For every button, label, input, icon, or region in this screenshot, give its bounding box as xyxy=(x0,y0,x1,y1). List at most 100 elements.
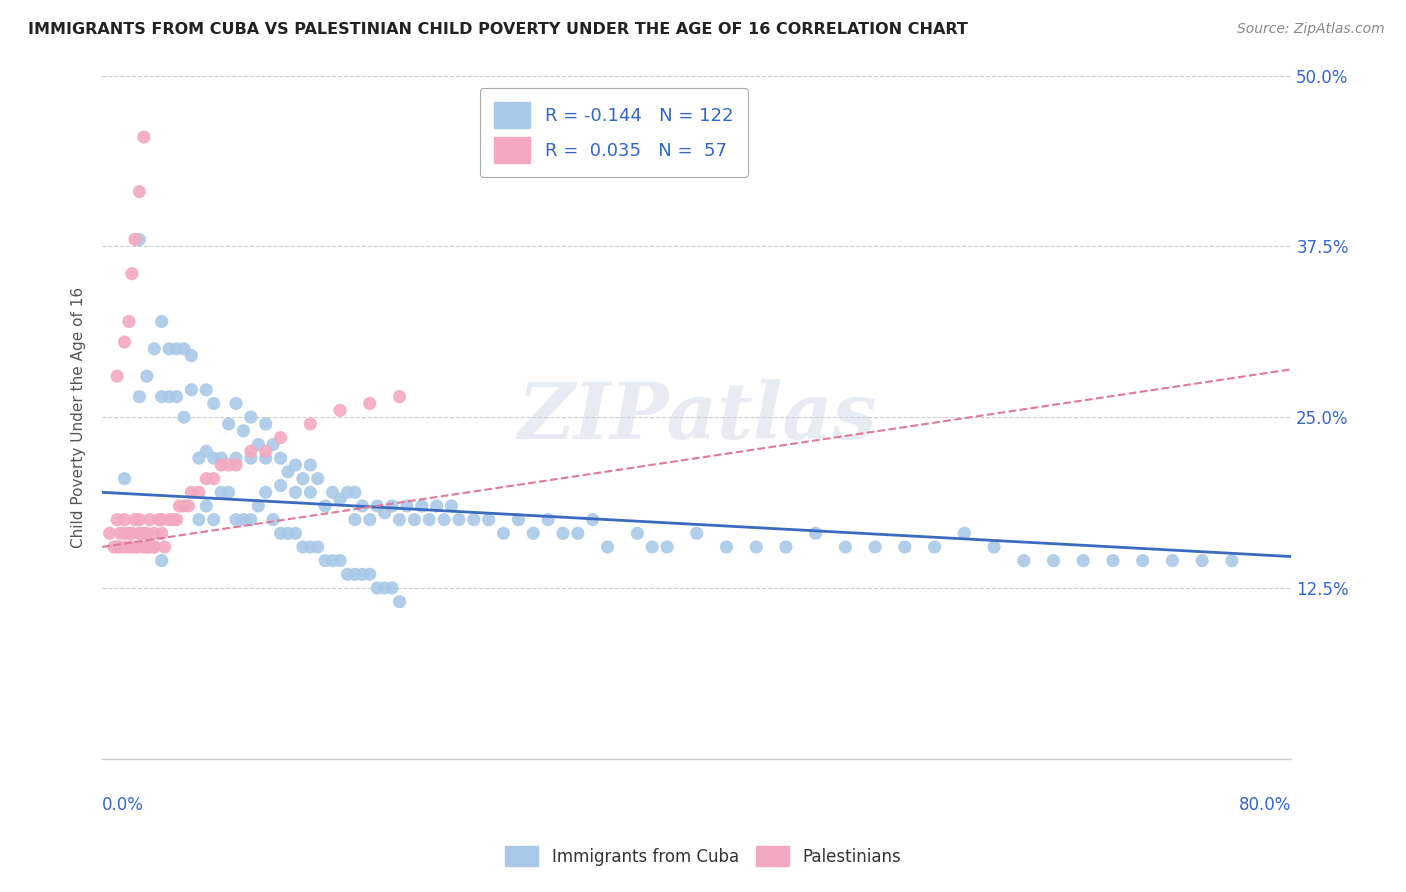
Point xyxy=(187,451,209,466)
Point xyxy=(284,485,307,500)
Point xyxy=(150,513,173,527)
Point xyxy=(270,451,292,466)
Point xyxy=(232,513,254,527)
Point xyxy=(551,526,574,541)
Point xyxy=(388,513,411,527)
Point xyxy=(143,540,166,554)
Point xyxy=(411,499,433,513)
Point xyxy=(395,499,418,513)
Point xyxy=(418,513,440,527)
Point xyxy=(132,130,155,145)
Point xyxy=(166,390,188,404)
Point xyxy=(209,451,232,466)
Point xyxy=(195,444,218,458)
Text: IMMIGRANTS FROM CUBA VS PALESTINIAN CHILD POVERTY UNDER THE AGE OF 16 CORRELATIO: IMMIGRANTS FROM CUBA VS PALESTINIAN CHIL… xyxy=(28,22,967,37)
Point xyxy=(299,485,322,500)
Point xyxy=(143,342,166,356)
Point xyxy=(121,540,143,554)
Point xyxy=(366,581,388,595)
Point xyxy=(128,526,150,541)
Point xyxy=(143,540,166,554)
Point xyxy=(834,540,856,554)
Point xyxy=(139,540,162,554)
Point xyxy=(148,513,170,527)
Point xyxy=(716,540,738,554)
Legend: Immigrants from Cuba, Palestinians: Immigrants from Cuba, Palestinians xyxy=(496,838,910,875)
Point xyxy=(291,472,314,486)
Point xyxy=(270,526,292,541)
Point xyxy=(135,540,157,554)
Point xyxy=(254,451,277,466)
Text: Source: ZipAtlas.com: Source: ZipAtlas.com xyxy=(1237,22,1385,37)
Point xyxy=(381,581,404,595)
Y-axis label: Child Poverty Under the Age of 16: Child Poverty Under the Age of 16 xyxy=(72,286,86,548)
Point xyxy=(641,540,664,554)
Text: 80.0%: 80.0% xyxy=(1239,797,1291,814)
Point xyxy=(157,513,180,527)
Point xyxy=(567,526,589,541)
Point xyxy=(322,485,344,500)
Point xyxy=(150,526,173,541)
Point xyxy=(262,513,284,527)
Text: 0.0%: 0.0% xyxy=(103,797,143,814)
Point xyxy=(98,526,121,541)
Point xyxy=(127,540,149,554)
Point xyxy=(157,390,180,404)
Point xyxy=(299,458,322,472)
Point xyxy=(202,451,225,466)
Point xyxy=(150,554,173,568)
Point xyxy=(775,540,797,554)
Point xyxy=(894,540,917,554)
Point xyxy=(180,383,202,397)
Point xyxy=(352,567,374,582)
Point xyxy=(180,485,202,500)
Point xyxy=(270,478,292,492)
Point xyxy=(1220,554,1243,568)
Point xyxy=(153,540,176,554)
Point xyxy=(225,396,247,410)
Point xyxy=(114,513,136,527)
Point xyxy=(209,458,232,472)
Point xyxy=(169,499,191,513)
Point xyxy=(132,540,155,554)
Point xyxy=(118,526,141,541)
Point xyxy=(195,499,218,513)
Point xyxy=(239,513,262,527)
Point xyxy=(173,410,195,425)
Point xyxy=(239,410,262,425)
Point xyxy=(388,390,411,404)
Point xyxy=(202,472,225,486)
Point xyxy=(135,369,157,384)
Point xyxy=(433,513,456,527)
Point xyxy=(124,540,146,554)
Point xyxy=(582,513,605,527)
Point xyxy=(277,526,299,541)
Point xyxy=(128,233,150,247)
Point xyxy=(863,540,886,554)
Point xyxy=(114,334,136,349)
Point xyxy=(121,267,143,281)
Point xyxy=(225,458,247,472)
Point xyxy=(180,349,202,363)
Point xyxy=(232,424,254,438)
Point xyxy=(655,540,678,554)
Point xyxy=(447,513,470,527)
Point xyxy=(118,540,141,554)
Point xyxy=(128,513,150,527)
Point xyxy=(537,513,560,527)
Point xyxy=(121,526,143,541)
Point xyxy=(173,499,195,513)
Point xyxy=(343,485,366,500)
Point xyxy=(1161,554,1184,568)
Point xyxy=(150,390,173,404)
Point xyxy=(105,513,128,527)
Point xyxy=(336,567,359,582)
Point xyxy=(329,554,352,568)
Point xyxy=(225,451,247,466)
Point xyxy=(953,526,976,541)
Point xyxy=(254,417,277,431)
Point xyxy=(277,465,299,479)
Point xyxy=(686,526,709,541)
Point xyxy=(135,526,157,541)
Point xyxy=(388,594,411,608)
